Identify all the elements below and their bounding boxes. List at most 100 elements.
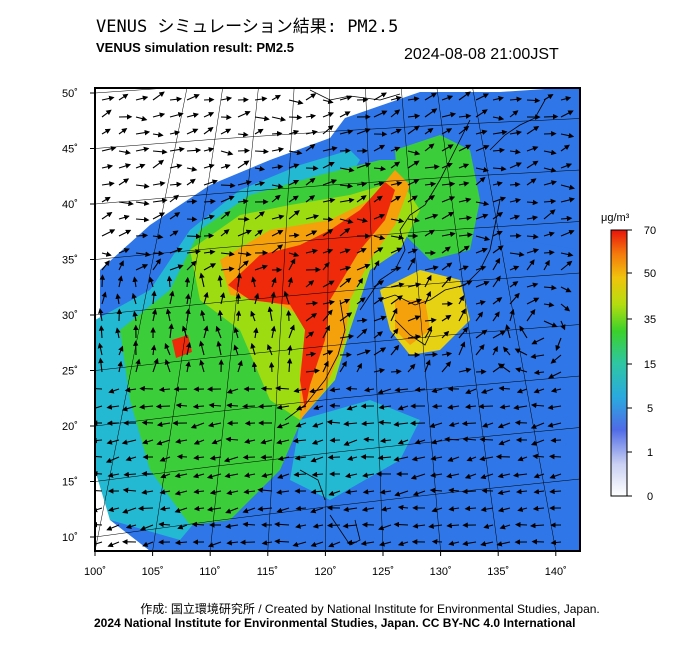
wind-arrow	[305, 113, 317, 120]
wind-arrow	[152, 212, 166, 220]
wind-arrow	[322, 248, 334, 254]
map-field	[95, 88, 580, 551]
wind-arrow	[118, 345, 124, 356]
wind-arrow	[509, 96, 523, 103]
wind-arrow	[276, 489, 290, 495]
wind-arrow	[530, 422, 545, 429]
wind-arrow	[135, 129, 151, 136]
wind-arrow	[305, 129, 318, 136]
wind-arrow	[407, 125, 420, 135]
wind-arrow	[220, 229, 230, 237]
colorbar: μg/m³ 70 50 35 15 5 1 0	[601, 212, 656, 503]
wind-arrow	[458, 215, 472, 221]
wind-arrow	[288, 179, 300, 186]
wind-arrow	[164, 342, 171, 356]
wind-arrow	[543, 113, 559, 120]
wind-arrow	[397, 504, 409, 511]
wind-arrow	[186, 94, 200, 101]
wind-arrow	[475, 300, 486, 306]
wind-arrow	[441, 196, 456, 203]
wind-arrow	[322, 179, 338, 186]
wind-arrow	[441, 95, 454, 101]
wind-arrow	[311, 471, 324, 478]
wind-arrow	[390, 217, 405, 224]
wind-arrow	[478, 403, 494, 410]
lon-tick-label: 130˚	[430, 566, 452, 578]
wind-arrow	[441, 128, 453, 135]
wind-arrow	[397, 540, 409, 547]
wind-arrow	[99, 274, 106, 288]
wind-arrow	[107, 472, 120, 478]
wind-arrow	[169, 163, 183, 169]
colorbar-label: 15	[644, 359, 656, 371]
wind-arrow	[390, 282, 405, 288]
wind-arrow	[547, 422, 562, 428]
wind-arrow	[407, 315, 421, 322]
wind-arrow	[482, 422, 494, 428]
wind-arrow	[169, 290, 175, 305]
wind-arrow	[166, 275, 173, 288]
wind-arrow	[200, 309, 206, 322]
wind-arrow	[242, 403, 256, 410]
wind-arrow	[533, 388, 545, 394]
wind-arrow	[380, 437, 392, 444]
wind-arrow	[458, 144, 472, 152]
wind-arrow	[192, 403, 205, 410]
wind-arrow	[560, 251, 574, 258]
wind-arrow	[276, 422, 290, 429]
wind-arrow	[254, 96, 268, 102]
wind-arrow	[430, 472, 443, 478]
wind-arrow	[466, 456, 477, 462]
wind-arrow	[271, 183, 284, 189]
wind-arrow	[397, 439, 409, 445]
wind-arrow	[492, 196, 507, 203]
wind-arrow	[174, 539, 188, 546]
wind-arrow	[543, 259, 550, 271]
wind-arrow	[343, 506, 358, 513]
wind-arrow	[253, 292, 260, 305]
colorbar-label: 5	[647, 403, 653, 415]
wind-arrow	[475, 329, 488, 339]
wind-arrow	[414, 439, 426, 445]
wind-arrow	[117, 275, 124, 288]
wind-arrow	[373, 181, 385, 187]
wind-arrow	[342, 523, 358, 529]
lon-tick-label: 105˚	[142, 566, 164, 578]
wind-arrow	[260, 439, 273, 445]
wind-arrow	[549, 453, 562, 460]
wind-arrow	[516, 388, 528, 394]
wind-arrow	[169, 181, 182, 188]
wind-arrow	[233, 344, 239, 356]
wind-arrow	[216, 340, 222, 356]
wind-arrow	[407, 257, 416, 271]
wind-arrow	[139, 404, 154, 410]
wind-arrow	[186, 128, 199, 135]
wind-arrow	[244, 438, 256, 444]
wind-arrow	[560, 215, 573, 222]
wind-arrow	[390, 128, 402, 135]
wind-arrow	[379, 489, 392, 495]
wind-arrow	[530, 353, 545, 360]
wind-arrow	[543, 167, 557, 173]
wind-arrow	[276, 439, 290, 445]
wind-arrow	[287, 276, 293, 288]
wind-arrow	[242, 454, 256, 461]
wind-arrow	[274, 538, 290, 545]
wind-arrow	[108, 388, 120, 394]
wind-arrow	[270, 325, 277, 339]
wind-arrow	[475, 280, 490, 288]
wind-arrow	[458, 308, 466, 322]
lon-tick-label: 120˚	[314, 566, 336, 578]
lat-tick-label: 50˚	[62, 88, 78, 100]
wind-arrow	[526, 146, 539, 152]
wind-arrow	[339, 218, 354, 224]
wind-arrow	[446, 472, 460, 479]
wind-arrow	[430, 455, 443, 461]
wind-arrow	[497, 489, 511, 496]
wind-arrow	[390, 234, 405, 241]
wind-arrow	[152, 233, 164, 240]
wind-arrow	[492, 147, 505, 154]
wind-arrow	[168, 323, 174, 339]
wind-arrow	[560, 96, 572, 102]
wind-arrow	[135, 183, 150, 189]
